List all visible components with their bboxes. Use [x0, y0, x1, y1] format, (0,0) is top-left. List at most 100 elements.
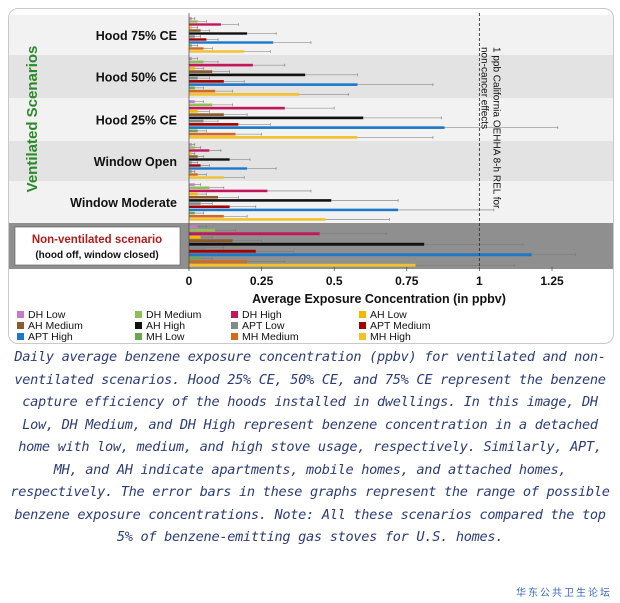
bar: [189, 76, 198, 80]
bar: [189, 32, 248, 35]
bar: [189, 167, 248, 170]
bar: [189, 239, 233, 243]
reference-line-label-line1: 1 ppb California OEHHA 8-h REL for: [490, 47, 501, 211]
legend-label: DH High: [242, 309, 282, 321]
category-label: Window Open: [94, 155, 177, 169]
bar: [189, 60, 204, 64]
x-tick-label: 0.75: [395, 274, 419, 288]
x-axis: 1 ppb California OEHHA 8-h REL for non-c…: [186, 13, 564, 306]
bar: [189, 143, 192, 146]
legend-swatch: [17, 322, 24, 329]
legend-label: APT Low: [242, 320, 285, 332]
bar: [189, 164, 201, 167]
category-band: [9, 98, 613, 141]
bar: [189, 152, 192, 155]
bar: [189, 146, 195, 149]
ventilated-group-label: Ventilated Scenarios: [24, 46, 41, 193]
legend-swatch: [359, 333, 366, 340]
legend-swatch: [135, 311, 142, 318]
bar: [189, 195, 219, 199]
bar: [189, 242, 425, 246]
bar: [189, 232, 320, 236]
bar: [189, 103, 213, 107]
bar: [189, 183, 195, 186]
bar: [189, 202, 201, 205]
bar: [189, 113, 224, 116]
bar: [189, 17, 192, 20]
bar: [189, 256, 201, 260]
legend-swatch: [231, 322, 238, 329]
legend-label: AH High: [146, 320, 185, 332]
legend-swatch: [135, 333, 142, 340]
watermark: 华东公共卫生论坛: [516, 588, 612, 599]
bar: [189, 186, 210, 190]
bar: [189, 136, 358, 139]
category-band: [9, 15, 613, 55]
bar: [189, 41, 274, 44]
bar: [189, 63, 253, 67]
bar: [189, 155, 198, 158]
x-tick-label: 1.25: [540, 274, 564, 288]
legend-swatch: [135, 322, 142, 329]
legend-swatch: [17, 333, 24, 340]
bar: [189, 192, 198, 196]
legend-swatch: [231, 333, 238, 340]
bar: [189, 86, 195, 90]
legend-label: DH Low: [28, 309, 66, 321]
bar: [189, 211, 195, 215]
bar: [189, 67, 195, 70]
legend-label: APT High: [28, 331, 73, 343]
legend-swatch: [359, 322, 366, 329]
chart-panel: 1 ppb California OEHHA 8-h REL for non-c…: [8, 8, 614, 344]
bar: [189, 89, 216, 93]
legend-label: APT Medium: [370, 320, 431, 332]
figure-caption: Daily average benzene exposure concentra…: [10, 349, 610, 545]
non-ventilated-label-box: [14, 226, 181, 266]
bar: [189, 129, 198, 133]
x-tick-label: 0.25: [250, 274, 274, 288]
category-band: [9, 141, 613, 181]
bar: [189, 44, 192, 47]
bar: [189, 100, 195, 103]
bar: [189, 29, 201, 32]
bar: [189, 189, 268, 193]
bar: [189, 205, 230, 209]
bar: [189, 26, 192, 29]
legend-label: DH Medium: [146, 309, 202, 321]
bar: [189, 35, 195, 38]
bar: [189, 225, 198, 229]
category-sublabel: (hood off, window closed): [35, 250, 158, 261]
bar: [189, 80, 224, 83]
reference-line-label-line2: non-cancer effects: [478, 47, 489, 129]
x-tick-label: 1: [476, 274, 483, 288]
bar: [189, 158, 230, 161]
bar: [189, 228, 216, 232]
x-tick-label: 0: [186, 274, 193, 288]
bar: [189, 253, 532, 257]
category-labels: Ventilated Scenarios Hood 75% CE Hood 50% …: [14, 29, 181, 266]
bar: [189, 47, 204, 50]
bar: [189, 246, 207, 250]
category-band: [9, 55, 613, 98]
bar: [189, 149, 210, 152]
bar: [189, 263, 416, 267]
bar: [189, 208, 399, 212]
legend-label: MH Medium: [242, 331, 299, 343]
bars-layer: [189, 17, 576, 267]
bar: [189, 176, 224, 179]
bar: [189, 38, 207, 41]
bar: [189, 170, 192, 173]
bar: [189, 83, 358, 86]
category-band: [9, 181, 613, 223]
bar: [189, 214, 224, 218]
legend-label: AH Low: [370, 309, 407, 321]
category-label: Hood 75% CE: [96, 29, 177, 43]
bar: [189, 132, 236, 136]
legend-swatch: [17, 311, 24, 318]
bar: [189, 260, 248, 264]
legend-swatch: [231, 311, 238, 318]
reference-line-label: 1 ppb California OEHHA 8-h REL for non-c…: [478, 47, 501, 211]
x-axis-label: Average Exposure Concentration (in ppbv): [252, 292, 506, 306]
bar: [189, 126, 445, 129]
category-label: Hood 50% CE: [96, 71, 177, 85]
